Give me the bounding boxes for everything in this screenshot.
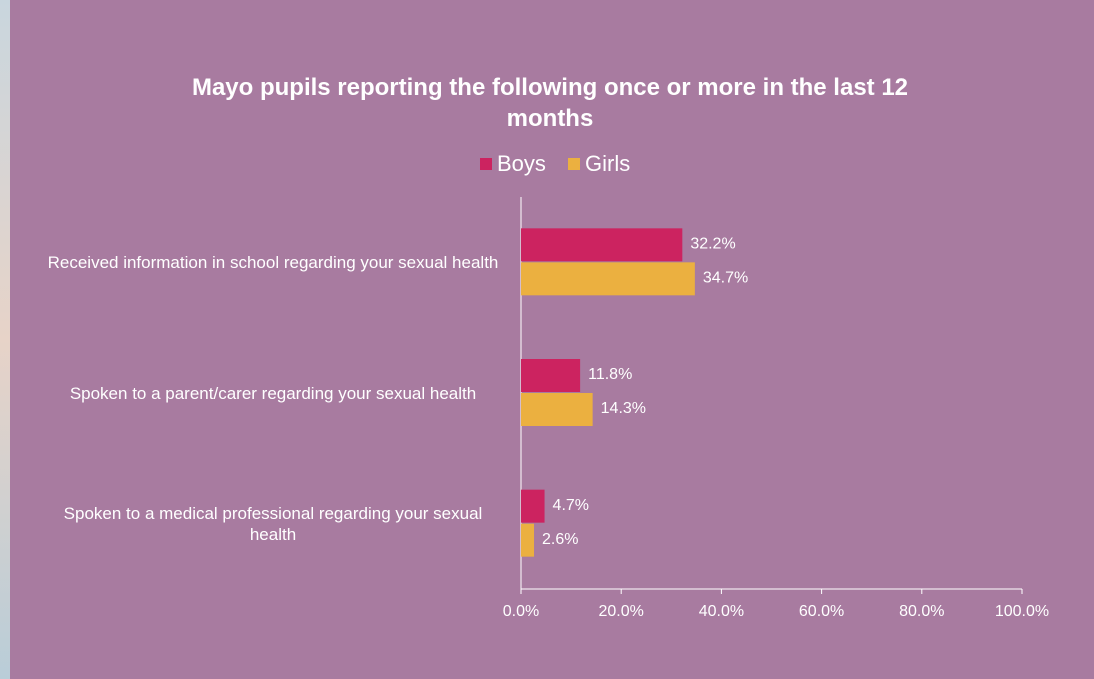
- data-label: 11.8%: [588, 366, 632, 383]
- bar: [521, 228, 683, 262]
- x-tick-label: 60.0%: [799, 603, 844, 620]
- legend-swatch: [568, 158, 580, 170]
- legend-label: Boys: [497, 151, 546, 176]
- background-strip: [0, 0, 10, 679]
- data-label: 4.7%: [553, 497, 589, 514]
- x-tick-label: 0.0%: [503, 603, 539, 620]
- category-label: Received information in school regarding…: [47, 252, 499, 272]
- data-label: 2.6%: [542, 531, 578, 548]
- bar: [521, 489, 545, 523]
- data-label: 14.3%: [601, 400, 646, 417]
- x-tick-label: 40.0%: [699, 603, 744, 620]
- chart-title: Mayo pupils reporting the following once…: [191, 74, 909, 132]
- legend-label: Girls: [585, 151, 630, 176]
- legend-swatch: [480, 158, 492, 170]
- bar: [521, 359, 581, 392]
- data-label: 34.7%: [703, 270, 748, 287]
- bar: [521, 262, 695, 296]
- x-tick-label: 20.0%: [599, 603, 644, 620]
- data-label: 32.2%: [690, 236, 735, 253]
- x-tick-label: 80.0%: [899, 603, 944, 620]
- category-label: Spoken to a medical professional regardi…: [63, 503, 483, 544]
- x-tick-label: 100.0%: [995, 603, 1049, 620]
- bar: [521, 393, 593, 426]
- category-label: Spoken to a parent/carer regarding your …: [69, 383, 477, 403]
- bar: [521, 523, 535, 557]
